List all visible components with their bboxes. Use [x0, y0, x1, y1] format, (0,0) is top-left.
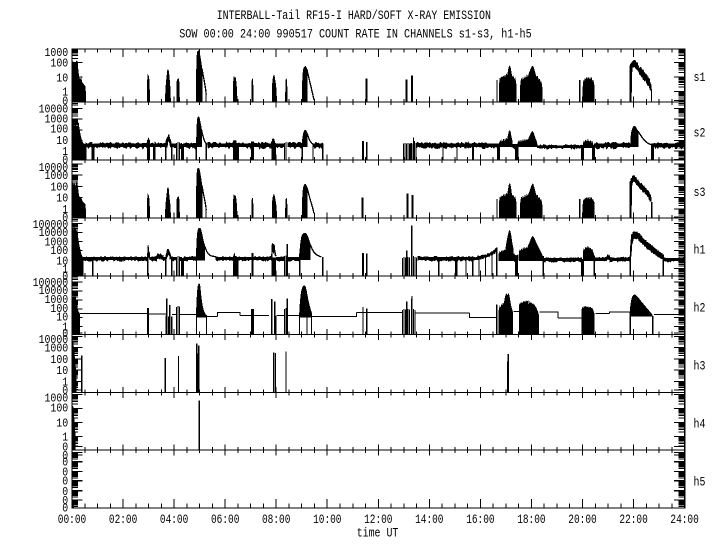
svg-text:1: 1 [62, 263, 68, 277]
svg-text:16:00: 16:00 [466, 513, 494, 527]
svg-text:02:00: 02:00 [109, 513, 137, 527]
svg-text:22:00: 22:00 [619, 513, 647, 527]
svg-text:06:00: 06:00 [211, 513, 239, 527]
svg-text:0: 0 [62, 502, 68, 516]
svg-text:10000: 10000 [39, 103, 69, 117]
svg-text:0: 0 [62, 449, 68, 463]
svg-text:s2: s2 [694, 127, 706, 141]
svg-text:0: 0 [62, 485, 68, 499]
svg-text:10: 10 [56, 192, 68, 206]
svg-text:0: 0 [62, 475, 68, 489]
svg-text:h2: h2 [694, 302, 706, 316]
svg-text:100: 100 [50, 353, 68, 367]
svg-text:100000: 100000 [33, 218, 69, 232]
svg-text:INTERBALL-Tail RF15-I HARD/SOF: INTERBALL-Tail RF15-I HARD/SOFT X-RAY EM… [217, 9, 491, 23]
svg-text:0: 0 [62, 384, 68, 398]
svg-text:100: 100 [50, 244, 68, 258]
svg-text:00:00: 00:00 [58, 513, 86, 527]
svg-text:1: 1 [62, 321, 68, 335]
svg-text:10: 10 [56, 255, 68, 269]
svg-text:1000: 1000 [45, 169, 69, 183]
svg-text:h1: h1 [694, 243, 706, 257]
svg-text:1000: 1000 [45, 113, 69, 127]
svg-text:100: 100 [50, 402, 68, 416]
svg-text:SOW 00:00 24:00 990517 COUNT: SOW 00:00 24:00 990517 COUNT RATE IN CHA… [179, 28, 532, 42]
svg-text:100: 100 [50, 302, 68, 316]
svg-text:0: 0 [62, 466, 68, 480]
svg-text:1: 1 [62, 203, 68, 217]
svg-text:0: 0 [62, 494, 68, 508]
svg-text:s3: s3 [694, 186, 706, 200]
svg-text:1: 1 [62, 376, 68, 390]
svg-text:10000: 10000 [39, 284, 69, 298]
svg-text:10: 10 [56, 134, 68, 148]
svg-text:100: 100 [50, 180, 68, 194]
svg-text:h3: h3 [694, 360, 706, 374]
svg-text:10: 10 [56, 311, 68, 325]
svg-text:0: 0 [62, 440, 68, 454]
svg-text:0: 0 [62, 456, 68, 470]
svg-text:1000: 1000 [45, 293, 69, 307]
svg-text:100: 100 [50, 123, 68, 137]
svg-text:100: 100 [50, 56, 68, 70]
svg-text:10000: 10000 [39, 226, 69, 240]
svg-text:0: 0 [62, 211, 68, 225]
svg-text:time UT: time UT [357, 527, 399, 541]
svg-text:18:00: 18:00 [517, 513, 545, 527]
svg-text:0: 0 [62, 270, 68, 284]
svg-text:12:00: 12:00 [364, 513, 392, 527]
svg-text:10: 10 [56, 71, 68, 85]
svg-text:0: 0 [62, 94, 68, 108]
svg-text:14:00: 14:00 [415, 513, 443, 527]
svg-text:04:00: 04:00 [160, 513, 188, 527]
svg-text:0: 0 [62, 153, 68, 167]
svg-text:10000: 10000 [39, 161, 69, 175]
svg-text:h4: h4 [694, 418, 706, 432]
svg-text:100000: 100000 [33, 276, 69, 290]
svg-text:1: 1 [62, 85, 68, 99]
svg-text:h5: h5 [694, 475, 706, 489]
svg-text:1: 1 [62, 145, 68, 159]
svg-text:1: 1 [62, 430, 68, 444]
svg-text:1000: 1000 [45, 236, 69, 250]
svg-text:20:00: 20:00 [568, 513, 596, 527]
svg-text:10:00: 10:00 [313, 513, 341, 527]
svg-text:10: 10 [56, 417, 68, 431]
svg-text:1000: 1000 [45, 342, 69, 356]
svg-text:0: 0 [62, 327, 68, 341]
svg-text:10: 10 [56, 364, 68, 378]
svg-text:s1: s1 [694, 71, 706, 85]
svg-text:1000: 1000 [45, 46, 69, 60]
svg-text:1000: 1000 [45, 391, 69, 405]
svg-text:08:00: 08:00 [262, 513, 290, 527]
svg-text:10000: 10000 [39, 333, 69, 347]
svg-text:24:00: 24:00 [670, 513, 698, 527]
